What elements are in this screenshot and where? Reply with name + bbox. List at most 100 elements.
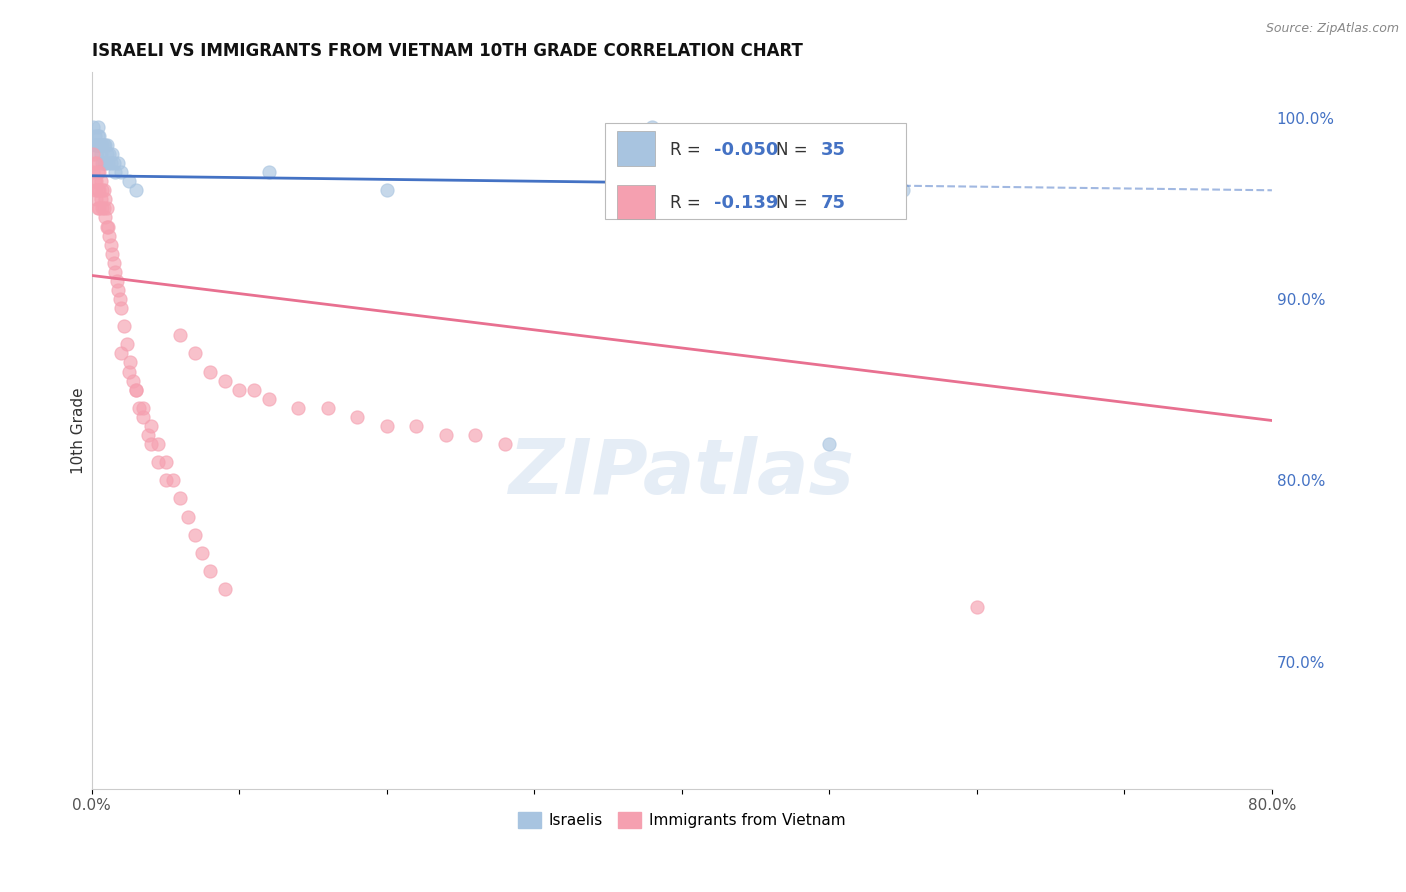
Point	[94, 156, 117, 170]
Point	[103, 156, 125, 170]
Point	[818, 437, 841, 451]
Point	[86, 202, 108, 216]
Point	[494, 437, 516, 451]
Point	[346, 409, 368, 424]
Text: ISRAELI VS IMMIGRANTS FROM VIETNAM 10TH GRADE CORRELATION CHART: ISRAELI VS IMMIGRANTS FROM VIETNAM 10TH …	[91, 42, 803, 60]
Text: N =: N =	[776, 141, 813, 159]
Text: N =: N =	[776, 194, 813, 212]
FancyBboxPatch shape	[605, 122, 905, 219]
FancyBboxPatch shape	[617, 185, 655, 219]
Point	[214, 374, 236, 388]
Text: 75: 75	[821, 194, 846, 212]
Text: -0.050: -0.050	[714, 141, 778, 159]
Point	[155, 455, 177, 469]
Point	[89, 165, 111, 179]
Point	[316, 401, 339, 415]
Point	[93, 137, 115, 152]
Point	[84, 192, 107, 206]
Point	[191, 546, 214, 560]
Point	[155, 473, 177, 487]
Text: Source: ZipAtlas.com: Source: ZipAtlas.com	[1265, 22, 1399, 36]
Point	[84, 174, 107, 188]
Point	[96, 202, 118, 216]
Point	[214, 582, 236, 596]
Point	[110, 301, 132, 315]
Text: R =: R =	[671, 141, 706, 159]
Point	[91, 137, 114, 152]
Point	[101, 246, 124, 260]
Point	[98, 228, 121, 243]
Point	[89, 128, 111, 143]
Point	[120, 355, 142, 369]
Point	[405, 419, 427, 434]
Point	[110, 165, 132, 179]
Point	[107, 283, 129, 297]
Point	[966, 600, 988, 615]
Point	[100, 237, 122, 252]
Point	[122, 374, 145, 388]
Point	[90, 147, 112, 161]
Point	[82, 120, 104, 134]
Point	[103, 256, 125, 270]
Point	[108, 292, 131, 306]
Point	[375, 183, 398, 197]
Point	[93, 156, 115, 170]
Point	[82, 147, 104, 161]
Point	[464, 428, 486, 442]
Point	[89, 183, 111, 197]
Point	[83, 128, 105, 143]
Point	[132, 409, 155, 424]
Point	[104, 265, 127, 279]
Point	[132, 401, 155, 415]
Point	[169, 491, 191, 506]
Point	[184, 346, 207, 360]
Point	[83, 174, 105, 188]
Point	[83, 156, 105, 170]
Point	[257, 392, 280, 406]
Point	[115, 337, 138, 351]
Point	[82, 165, 104, 179]
Point	[125, 383, 148, 397]
Point	[375, 419, 398, 434]
Point	[287, 401, 309, 415]
Text: R =: R =	[671, 194, 711, 212]
Point	[891, 183, 914, 197]
Point	[98, 147, 121, 161]
Point	[228, 383, 250, 397]
Point	[198, 564, 221, 578]
Point	[86, 183, 108, 197]
Point	[118, 174, 141, 188]
Point	[136, 428, 159, 442]
Point	[86, 165, 108, 179]
Point	[91, 183, 114, 197]
Point	[96, 219, 118, 234]
Point	[139, 419, 162, 434]
Point	[89, 202, 111, 216]
Point	[94, 192, 117, 206]
Point	[94, 211, 117, 225]
Point	[169, 328, 191, 343]
Point	[84, 156, 107, 170]
Point	[105, 274, 128, 288]
Point	[104, 165, 127, 179]
Point	[84, 137, 107, 152]
Y-axis label: 10th Grade: 10th Grade	[72, 387, 86, 474]
Point	[176, 509, 198, 524]
Point	[93, 202, 115, 216]
Point	[148, 455, 170, 469]
FancyBboxPatch shape	[617, 131, 655, 166]
Point	[100, 156, 122, 170]
Point	[125, 183, 148, 197]
Text: -0.139: -0.139	[714, 194, 778, 212]
Point	[257, 165, 280, 179]
Point	[96, 137, 118, 152]
Point	[90, 174, 112, 188]
Point	[91, 202, 114, 216]
Point	[86, 128, 108, 143]
Point	[243, 383, 266, 397]
Point	[434, 428, 457, 442]
Point	[89, 137, 111, 152]
Point	[162, 473, 184, 487]
Text: 35: 35	[821, 141, 846, 159]
Point	[641, 120, 664, 134]
